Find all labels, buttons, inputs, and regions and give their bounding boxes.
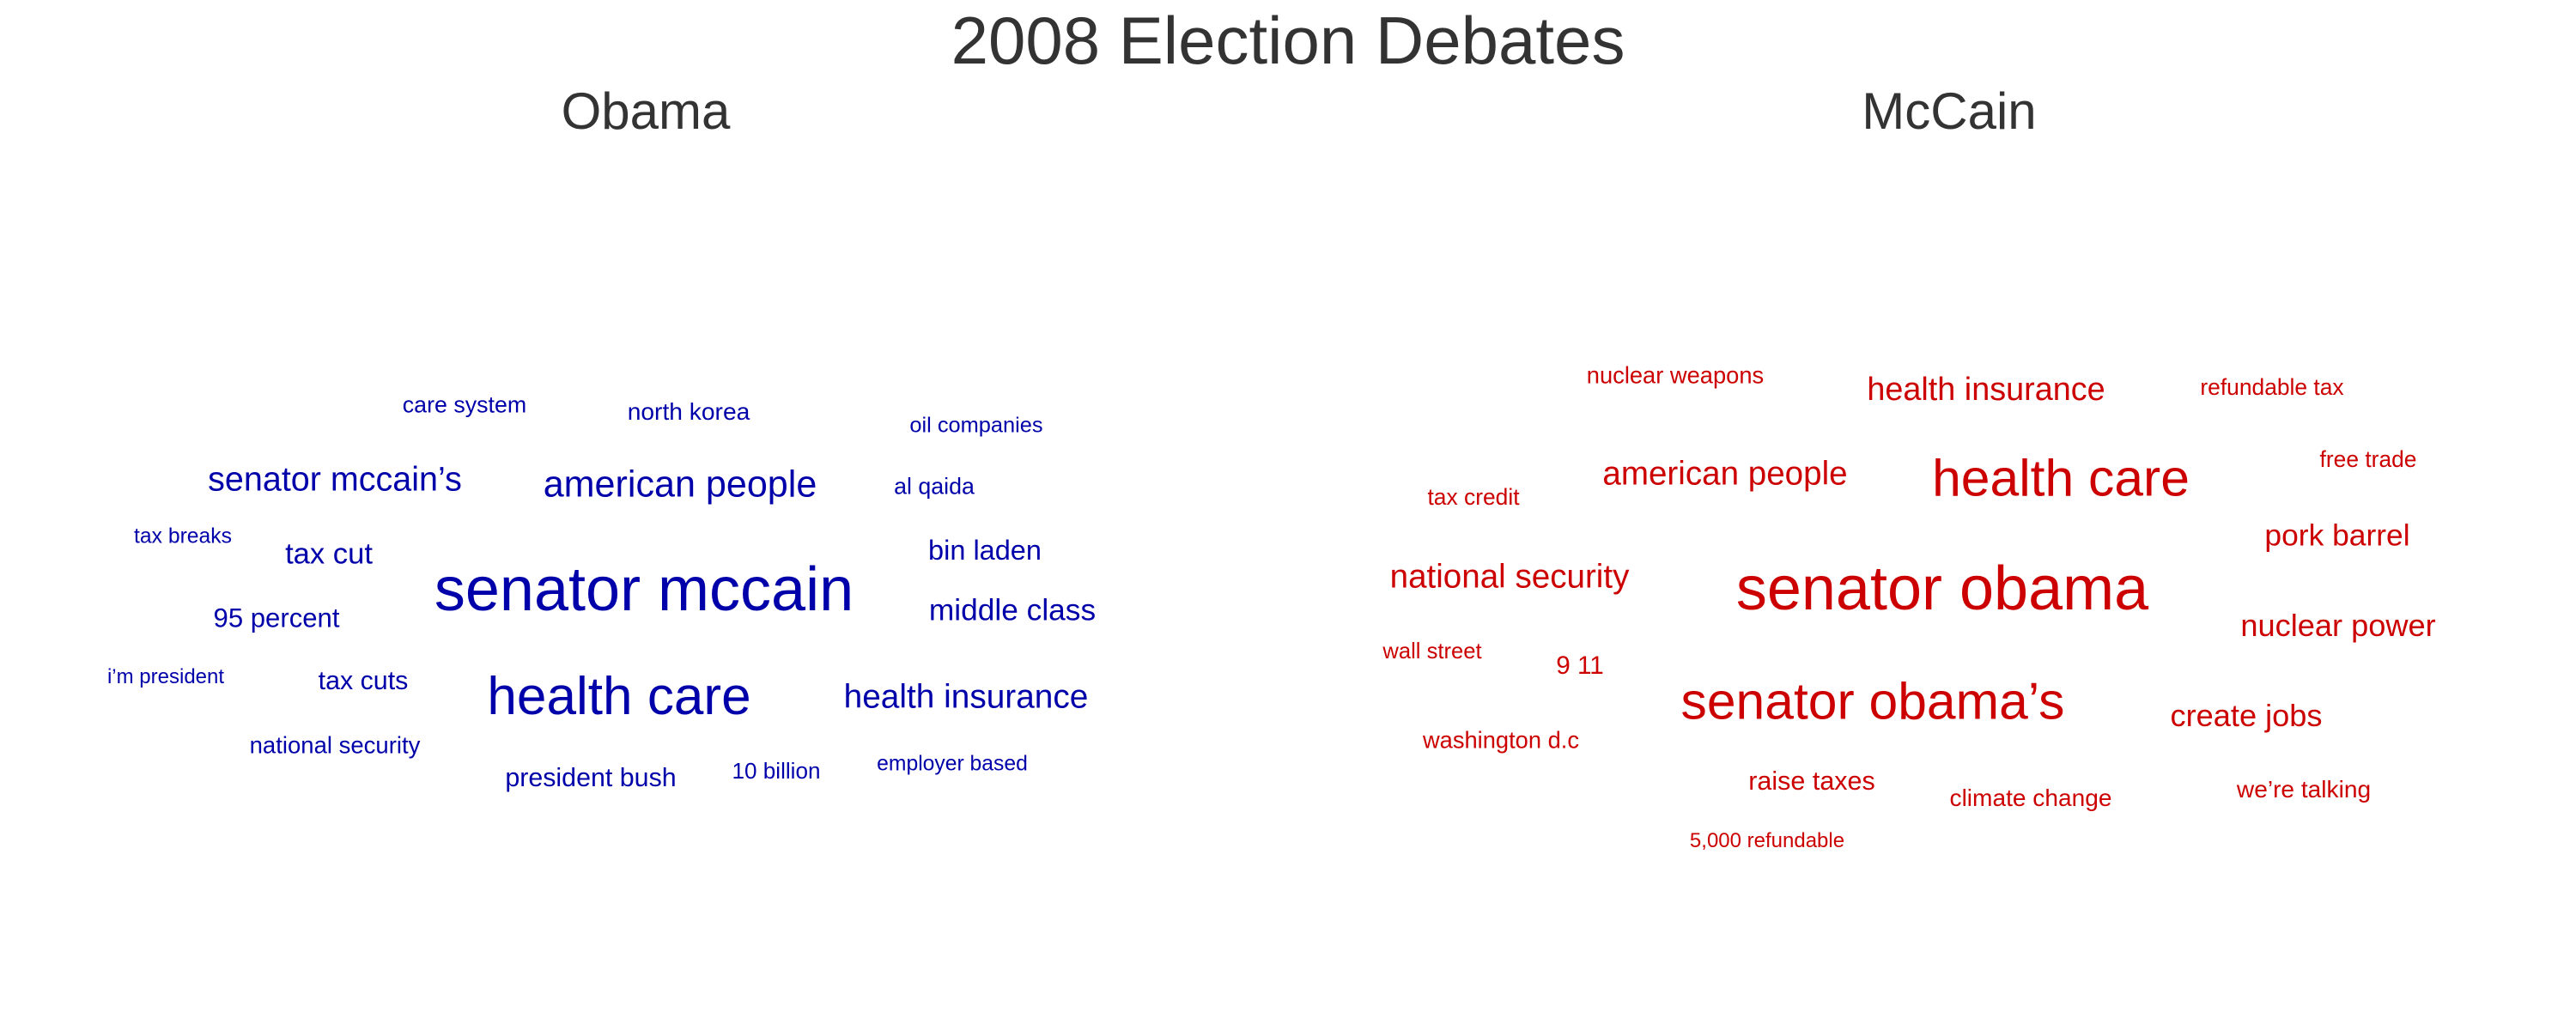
- mccain-word-senator-obama: senator obama: [1735, 554, 2149, 623]
- obama-word-tax-cut: tax cut: [285, 537, 373, 571]
- mccain-word-nuclear-weapons: nuclear weapons: [1586, 361, 1765, 389]
- obama-word-10-billion: 10 billion: [732, 757, 821, 784]
- mccain-word-create-jobs: create jobs: [2170, 697, 2323, 733]
- mccain-word-senator-obama-s: senator obama’s: [1680, 671, 2065, 730]
- mccain-word-free-trade: free trade: [2319, 445, 2417, 472]
- mccain-word-wall-street: wall street: [1382, 639, 1482, 664]
- obama-word-national-security: national security: [249, 731, 421, 759]
- obama-word-health-insurance: health insurance: [843, 678, 1089, 716]
- mccain-word-washington-d-c: washington d.c: [1422, 726, 1580, 754]
- obama-word-tax-breaks: tax breaks: [134, 524, 232, 548]
- obama-panel-title: Obama: [561, 82, 731, 140]
- mccain-word-tax-credit: tax credit: [1427, 483, 1520, 510]
- obama-word-american-people: american people: [543, 464, 817, 506]
- obama-word-senator-mccain: senator mccain: [434, 555, 854, 624]
- mccain-word-5-000-refundable: 5,000 refundable: [1689, 829, 1845, 852]
- obama-word-health-care: health care: [487, 666, 751, 726]
- mccain-word-health-insurance: health insurance: [1867, 372, 2105, 409]
- obama-word-care-system: care system: [402, 391, 527, 418]
- mccain-word-health-care: health care: [1932, 448, 2190, 507]
- mccain-word-we-re-talking: we’re talking: [2236, 775, 2372, 803]
- mccain-word-pork-barrel: pork barrel: [2264, 518, 2410, 553]
- mccain-word-american-people: american people: [1602, 455, 1848, 493]
- obama-word-north-korea: north korea: [627, 397, 750, 425]
- mccain-word-refundable-tax: refundable tax: [2200, 373, 2344, 400]
- mccain-word-climate-change: climate change: [1949, 784, 2112, 811]
- mccain-word-national-security: national security: [1389, 558, 1630, 596]
- chart-title: 2008 Election Debates: [951, 3, 1625, 78]
- obama-word-employer-based: employer based: [877, 752, 1028, 776]
- obama-word-senator-mccain-s: senator mccain’s: [208, 460, 462, 499]
- obama-word-i-m-president: i’m president: [106, 665, 225, 688]
- obama-word-president-bush: president bush: [505, 762, 677, 792]
- mccain-word-9-11: 9 11: [1556, 651, 1604, 681]
- mccain-word-raise-taxes: raise taxes: [1748, 766, 1875, 796]
- obama-word-oil-companies: oil companies: [909, 413, 1043, 438]
- obama-word-bin-laden: bin laden: [928, 534, 1042, 566]
- mccain-panel-title: McCain: [1862, 82, 2037, 140]
- obama-word-tax-cuts: tax cuts: [318, 665, 409, 695]
- obama-word-middle-class: middle class: [928, 593, 1097, 627]
- obama-word-al-qaida: al qaida: [894, 473, 975, 500]
- obama-word-95-percent: 95 percent: [213, 603, 340, 633]
- mccain-word-nuclear-power: nuclear power: [2240, 607, 2436, 643]
